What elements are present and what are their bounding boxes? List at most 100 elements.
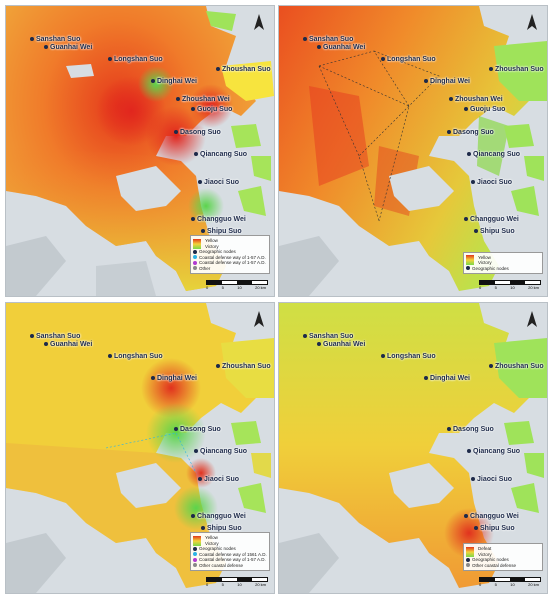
place-label: Shipu Suo xyxy=(474,228,515,235)
place-label: Dasong Suo xyxy=(447,129,494,136)
node-marker-icon xyxy=(447,427,451,432)
place-label: Jiaoci Suo xyxy=(471,179,512,186)
scale-bar: 0 5 10 20 km xyxy=(206,280,268,290)
island xyxy=(511,483,539,513)
node-marker-icon xyxy=(381,354,385,359)
node-marker-icon xyxy=(151,376,155,381)
map-panel-1: Sanshan Suo Guanhai Wei Longshan Suo Din… xyxy=(5,5,275,297)
node-marker-icon xyxy=(151,79,155,84)
node-marker-icon xyxy=(216,67,220,72)
node-marker-icon xyxy=(194,152,198,157)
node-marker-icon xyxy=(176,97,180,102)
node-marker-icon xyxy=(317,342,321,347)
place-label: Guanhai Wei xyxy=(317,44,365,51)
node-marker-icon xyxy=(303,334,307,339)
node-marker-icon xyxy=(198,477,202,482)
place-label: Shipu Suo xyxy=(474,525,515,532)
other-icon xyxy=(466,563,470,568)
place-label: Dasong Suo xyxy=(447,426,494,433)
node-marker-icon xyxy=(108,354,112,359)
map-legend: Yellow Victory Geographic nodes Coastal d… xyxy=(190,532,270,571)
legend-item: Geographic nodes xyxy=(472,557,509,562)
line-icon xyxy=(193,260,197,265)
node-marker-icon xyxy=(424,376,428,381)
place-label: Dasong Suo xyxy=(174,129,221,136)
place-label: Changguo Wei xyxy=(464,216,519,223)
place-label: Zhoushan Suo xyxy=(216,66,271,73)
place-label: Longshan Suo xyxy=(108,56,163,63)
island xyxy=(524,453,544,478)
node-marker-icon xyxy=(198,180,202,185)
legend-item: Coastal defense way of 1-57 A.D. xyxy=(199,254,266,260)
node-icon xyxy=(193,546,197,551)
island xyxy=(524,156,544,181)
place-label: Guoju Suo xyxy=(191,106,232,113)
place-label: Sanshan Suo xyxy=(303,36,353,43)
legend-item: Victory xyxy=(478,551,492,557)
map-panel-2-canvas xyxy=(279,6,547,296)
island xyxy=(511,186,539,216)
place-label: Longshan Suo xyxy=(381,353,436,360)
node-marker-icon xyxy=(464,107,468,112)
north-arrow-icon xyxy=(527,311,537,327)
node-marker-icon xyxy=(464,514,468,519)
legend-item: Other coastal defense xyxy=(199,562,244,568)
map-panel-2: Sanshan Suo Guanhai Wei Longshan Suo Din… xyxy=(278,5,548,297)
place-label: Shipu Suo xyxy=(201,525,242,532)
place-label: Qiancang Suo xyxy=(467,448,520,455)
node-marker-icon xyxy=(303,37,307,42)
node-marker-icon xyxy=(449,97,453,102)
node-marker-icon xyxy=(489,364,493,369)
node-marker-icon xyxy=(201,526,205,531)
map-panel-4: Sanshan Suo Guanhai Wei Longshan Suo Din… xyxy=(278,302,548,594)
island xyxy=(251,453,271,478)
place-label: Zhoushan Wei xyxy=(449,96,503,103)
north-arrow-icon xyxy=(527,14,537,30)
node-marker-icon xyxy=(467,449,471,454)
legend-item: Geographic nodes xyxy=(199,546,236,551)
island xyxy=(206,11,236,31)
other-icon xyxy=(193,266,197,271)
node-marker-icon xyxy=(474,229,478,234)
node-marker-icon xyxy=(191,514,195,519)
line-icon xyxy=(193,552,197,557)
legend-item: Victory xyxy=(478,260,492,265)
place-label: Dinghai Wei xyxy=(424,375,470,382)
island xyxy=(221,338,274,398)
island xyxy=(504,124,534,148)
node-marker-icon xyxy=(464,217,468,222)
place-label: Longshan Suo xyxy=(381,56,436,63)
place-label: Guanhai Wei xyxy=(44,341,92,348)
node-marker-icon xyxy=(471,477,475,482)
island xyxy=(251,156,271,181)
legend-item: Other coastal defense xyxy=(472,562,517,568)
node-marker-icon xyxy=(201,229,205,234)
node-marker-icon xyxy=(216,364,220,369)
place-label: Qiancang Suo xyxy=(467,151,520,158)
place-label: Guoju Suo xyxy=(464,106,505,113)
place-label: Changguo Wei xyxy=(191,513,246,520)
node-marker-icon xyxy=(317,45,321,50)
island xyxy=(231,421,261,445)
place-label: Zhoushan Suo xyxy=(489,66,544,73)
legend-item: Geographic nodes xyxy=(472,265,509,271)
line-icon xyxy=(193,255,197,260)
map-legend: Defeat Victory Geographic nodes Other coa… xyxy=(463,543,543,571)
island xyxy=(238,483,266,513)
node-marker-icon xyxy=(424,79,428,84)
route-lines xyxy=(318,50,440,222)
place-label: Dinghai Wei xyxy=(424,78,470,85)
place-label: Qiancang Suo xyxy=(194,151,247,158)
node-marker-icon xyxy=(108,57,112,62)
place-label: Qiancang Suo xyxy=(194,448,247,455)
island xyxy=(238,186,266,216)
north-arrow-icon xyxy=(254,311,264,327)
place-label: Sanshan Suo xyxy=(30,333,80,340)
legend-item: Yellow xyxy=(205,238,218,243)
legend-item: Defeat xyxy=(478,546,492,551)
legend-item: Coastal defense way of 1-57 A.D. xyxy=(199,260,266,265)
island xyxy=(221,61,274,101)
map-panel-3: Sanshan Suo Guanhai Wei Longshan Suo Din… xyxy=(5,302,275,594)
legend-item: Coastal defense way of 1561 A.D. xyxy=(199,551,267,557)
